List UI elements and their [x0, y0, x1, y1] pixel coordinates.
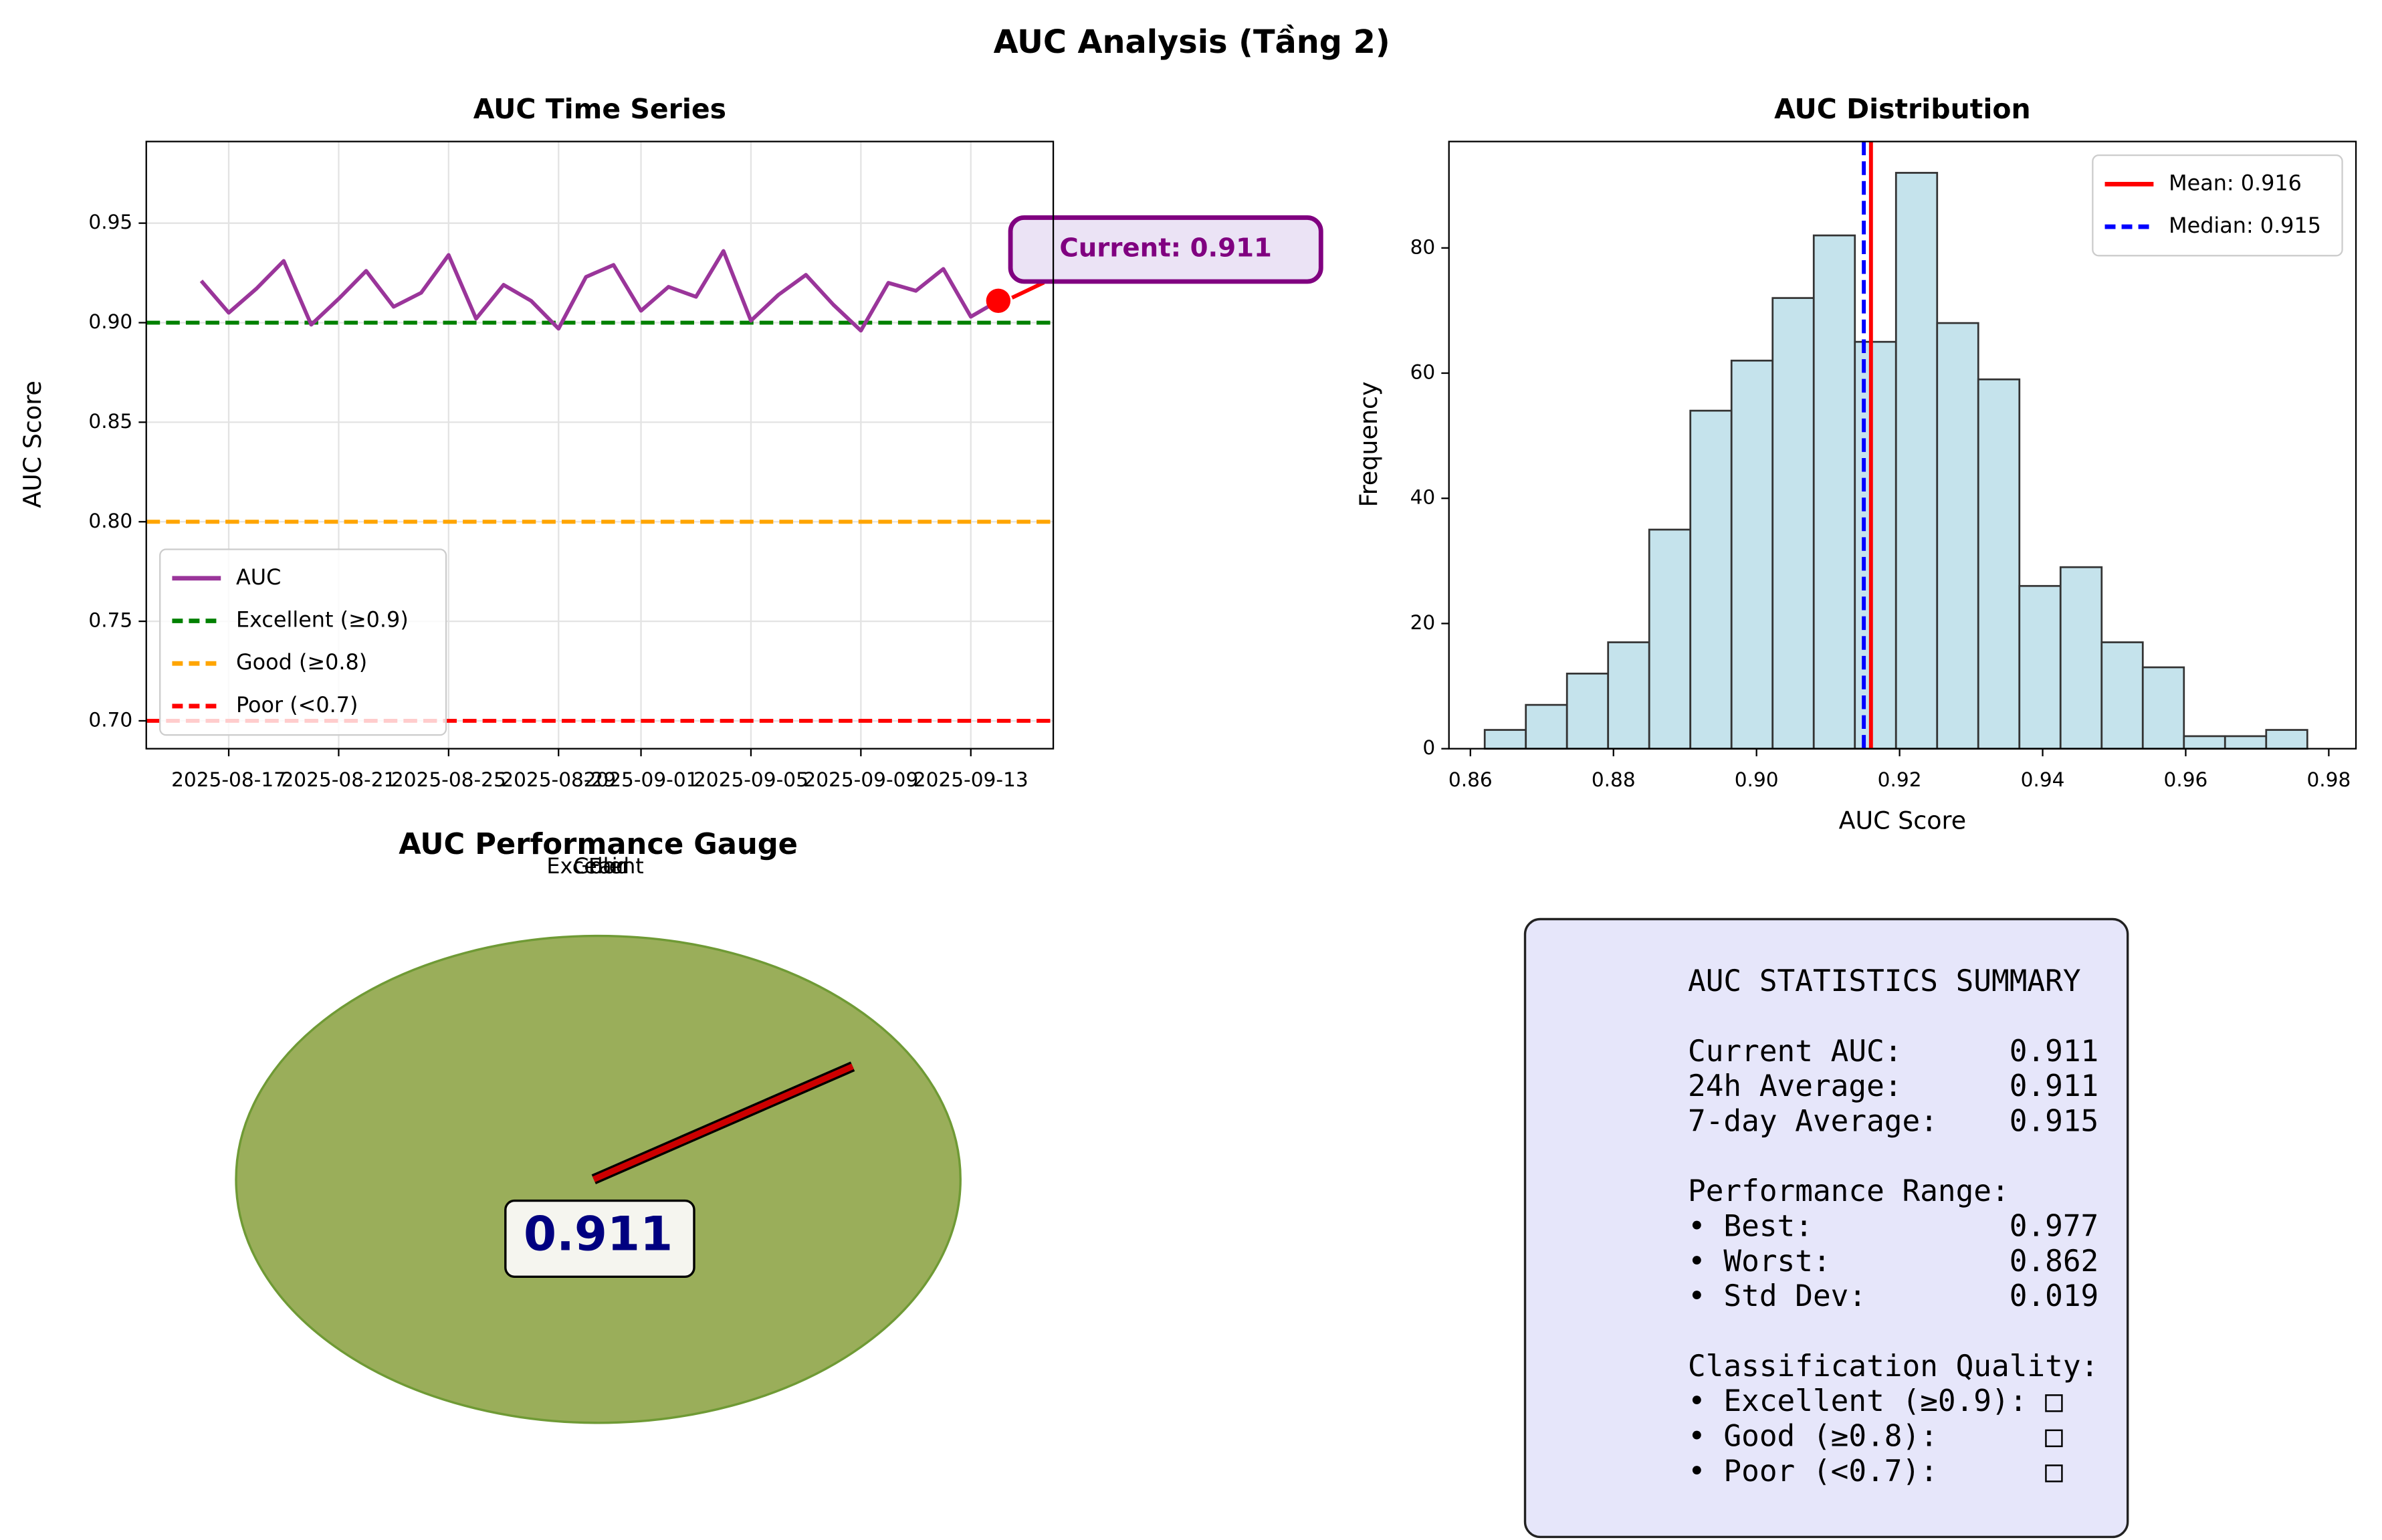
- gauge-label: Good: [573, 853, 629, 879]
- y-tick-label: 40: [1410, 486, 1436, 509]
- summary-line: Classification Quality:: [1688, 1349, 2098, 1384]
- histogram-bar: [2224, 735, 2268, 750]
- y-tick-label: 0.70: [88, 708, 132, 731]
- legend-label: Mean: 0.916: [2169, 170, 2302, 195]
- y-tick-label: 0.80: [88, 510, 132, 532]
- legend-label: Excellent (≥0.9): [236, 607, 409, 632]
- legend-label: Good (≥0.8): [236, 649, 367, 675]
- y-tick-label: 20: [1410, 611, 1436, 634]
- x-tick-label: 0.88: [1592, 768, 1636, 791]
- y-tick-label: 0.85: [88, 410, 132, 433]
- x-tick-label: 0.90: [1735, 768, 1779, 791]
- y-tick-label: 0.90: [88, 310, 132, 333]
- y-tick-label: 0: [1422, 736, 1435, 759]
- summary-line: • Good (≥0.8): □: [1688, 1420, 2063, 1454]
- gauge-label: Excellent: [546, 853, 643, 879]
- summary-line: • Worst: 0.862: [1688, 1244, 2098, 1279]
- legend-label: Median: 0.915: [2169, 213, 2321, 238]
- histogram-bar: [1648, 528, 1692, 750]
- histogram-bar: [1894, 172, 1939, 750]
- histogram-bar: [1483, 729, 1527, 750]
- chart-title: AUC Time Series: [473, 93, 726, 125]
- summary-line: Performance Range:: [1688, 1174, 2010, 1208]
- value-box: [504, 1199, 695, 1279]
- histogram-bar: [2059, 566, 2103, 750]
- gauge-label: Fair: [588, 853, 627, 879]
- annotation-arrow: [1011, 280, 1045, 300]
- y-axis-label: Frequency: [1354, 381, 1383, 507]
- histogram-bar: [1977, 378, 2021, 750]
- summary-line: 24h Average: 0.911: [1688, 1069, 2098, 1103]
- histogram-bar: [2018, 584, 2062, 750]
- x-axis-label: AUC Score: [1839, 806, 1967, 835]
- annotation: Current: 0.911: [1059, 233, 1272, 263]
- x-tick-label: 0.96: [2164, 768, 2208, 791]
- y-axis-label: AUC Score: [18, 380, 47, 508]
- x-tick-label: 2025-09-09: [803, 768, 918, 791]
- summary-box: [1523, 917, 2129, 1539]
- chart-title: AUC Distribution: [1774, 93, 2031, 125]
- x-tick-label: 2025-09-01: [584, 768, 699, 791]
- histogram-bar: [1565, 672, 1610, 750]
- histogram-bar: [2265, 729, 2308, 750]
- summary-line: • Std Dev: 0.019: [1688, 1279, 2098, 1313]
- legend-label: AUC: [236, 564, 281, 590]
- histogram-bar: [1689, 409, 1733, 750]
- histogram-bar: [2100, 641, 2144, 750]
- x-tick-label: 2025-09-05: [693, 768, 808, 791]
- histogram-bar: [1607, 641, 1650, 750]
- y-tick-label: 0.75: [88, 609, 132, 632]
- plot-frame: [1448, 140, 2357, 750]
- y-tick-label: 80: [1410, 235, 1436, 258]
- summary-line: 7-day Average: 0.915: [1688, 1104, 2098, 1138]
- y-tick-label: 0.95: [88, 211, 132, 233]
- x-tick-label: 2025-08-21: [281, 768, 396, 791]
- legend-label: Poor (<0.7): [236, 692, 358, 718]
- annotation-box: [1008, 215, 1323, 284]
- plot-frame: [145, 140, 1055, 750]
- legend-box: [2092, 154, 2343, 257]
- chart-title: AUC Performance Gauge: [399, 828, 798, 861]
- summary-title: AUC STATISTICS SUMMARY: [1688, 964, 2081, 998]
- series-line: [199, 249, 1000, 333]
- histogram-bar: [1854, 340, 1897, 750]
- x-tick-label: 0.92: [1878, 768, 1922, 791]
- summary-line: Current AUC: 0.911: [1688, 1034, 2098, 1069]
- figure-title: AUC Analysis (Tầng 2): [994, 24, 1390, 61]
- histogram-bar: [1771, 297, 1815, 750]
- histogram-bar: [1812, 234, 1856, 750]
- histogram-bar: [1525, 703, 1568, 750]
- histogram-bar: [1730, 359, 1774, 750]
- summary-line: • Best: 0.977: [1688, 1209, 2098, 1243]
- x-tick-label: 0.98: [2306, 768, 2351, 791]
- gauge-value: 0.911: [524, 1207, 673, 1262]
- x-tick-label: 2025-09-13: [913, 768, 1028, 791]
- x-tick-label: 2025-08-25: [391, 768, 506, 791]
- y-tick-label: 60: [1410, 360, 1436, 383]
- current-point: [986, 288, 1011, 314]
- summary-line: • Poor (<0.7): □: [1688, 1454, 2063, 1489]
- summary-line: • Excellent (≥0.9): □: [1688, 1384, 2063, 1418]
- needle: [592, 1063, 854, 1182]
- histogram-bar: [1936, 322, 1979, 750]
- x-tick-label: 0.94: [2021, 768, 2065, 791]
- histogram-bar: [2183, 735, 2226, 750]
- x-tick-label: 2025-08-29: [501, 768, 616, 791]
- legend-box: [159, 548, 447, 736]
- x-tick-label: 2025-08-17: [171, 768, 286, 791]
- histogram-bar: [2141, 666, 2185, 750]
- x-tick-label: 0.86: [1448, 768, 1493, 791]
